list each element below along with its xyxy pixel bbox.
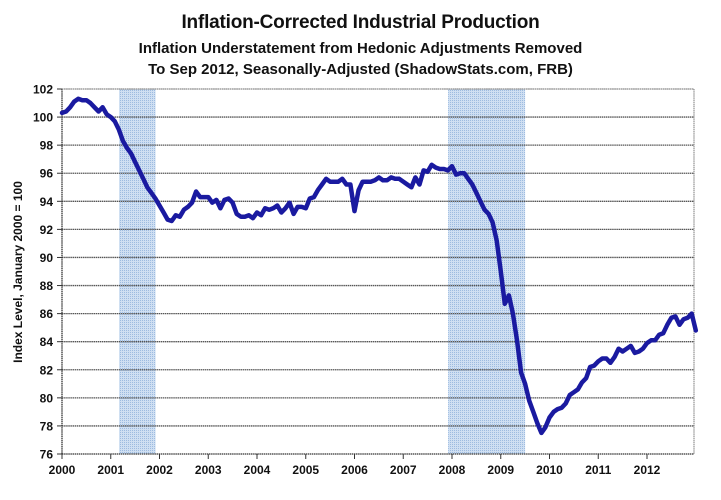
y-axis-ticks: 76 78 80 82 84 86 88 90 92 94 96 98 100 102 xyxy=(33,83,62,462)
x-tick-label: 2012 xyxy=(634,463,661,477)
x-tick-label: 2008 xyxy=(439,463,466,477)
y-tick-label: 76 xyxy=(40,448,54,462)
y-tick-label: 86 xyxy=(40,307,54,321)
axes xyxy=(61,88,695,455)
recession-band-0 xyxy=(119,89,156,454)
series-group xyxy=(59,96,699,436)
x-tick-label: 2004 xyxy=(244,463,271,477)
series-line-0 xyxy=(59,96,699,436)
chart-title: Inflation-Corrected Industrial Productio… xyxy=(181,12,540,33)
recession-band-1 xyxy=(448,89,526,454)
y-tick-label: 84 xyxy=(40,335,54,349)
y-tick-label: 100 xyxy=(33,111,53,125)
y-tick-label: 90 xyxy=(40,251,54,265)
x-tick-label: 2000 xyxy=(49,463,76,477)
y-tick-label: 102 xyxy=(33,83,53,97)
x-tick-label: 2002 xyxy=(146,463,173,477)
recession-shading xyxy=(119,89,526,454)
y-tick-label: 94 xyxy=(40,195,54,209)
y-tick-label: 78 xyxy=(40,419,54,433)
chart-subtitle-1: Inflation Understatement from Hedonic Ad… xyxy=(138,40,583,57)
gridlines xyxy=(62,88,694,427)
y-tick-label: 98 xyxy=(40,139,54,153)
x-tick-label: 2005 xyxy=(292,463,319,477)
x-tick-label: 2001 xyxy=(97,463,124,477)
x-tick-label: 2007 xyxy=(390,463,417,477)
y-tick-label: 82 xyxy=(40,363,54,377)
x-tick-label: 2003 xyxy=(195,463,222,477)
y-tick-label: 88 xyxy=(40,279,54,293)
y-tick-label: 92 xyxy=(40,223,54,237)
y-axis-label: Index Level, January 2000 = 100 xyxy=(11,181,25,363)
y-tick-label: 96 xyxy=(40,167,54,181)
x-axis-ticks: 2000 2001 2002 2003 2004 2005 2006 2007 2008 2009… xyxy=(49,454,661,477)
x-tick-label: 2009 xyxy=(487,463,514,477)
x-tick-label: 2011 xyxy=(585,463,611,477)
y-tick-label: 80 xyxy=(40,391,54,405)
x-tick-label: 2006 xyxy=(341,463,368,477)
chart-subtitle-2: To Sep 2012, Seasonally-Adjusted (Shadow… xyxy=(148,61,573,78)
x-tick-label: 2010 xyxy=(536,463,563,477)
